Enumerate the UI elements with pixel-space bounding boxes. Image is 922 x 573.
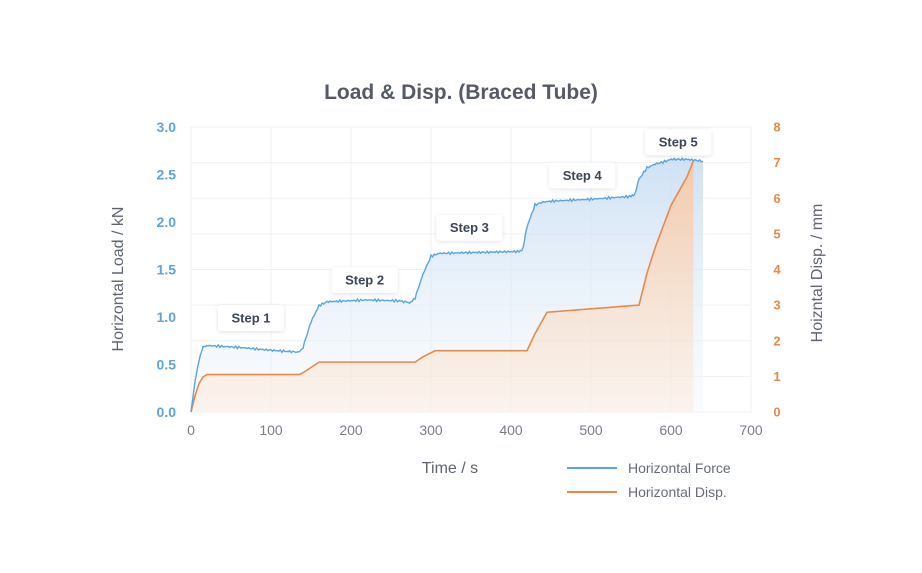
- right-tick-label: 5: [773, 226, 780, 241]
- right-tick-label: 2: [773, 333, 780, 348]
- left-tick-label: 1.5: [157, 262, 177, 278]
- disp-series-line: [190, 160, 695, 413]
- right-axis-title: Hoizntal Disp. / mm: [809, 204, 826, 343]
- step-label-box: [645, 129, 712, 156]
- left-tick-label: 0.0: [157, 404, 177, 420]
- x-axis-title: Time / s: [422, 460, 478, 477]
- step-label-text: Step 4: [563, 168, 603, 183]
- right-tick-label: 7: [773, 155, 780, 170]
- x-tick-label: 100: [259, 422, 283, 438]
- step-label-text: Step 2: [345, 272, 384, 287]
- legend-label-force: Horizontal Force: [628, 460, 731, 476]
- x-tick-label: 600: [659, 422, 683, 438]
- left-tick-label: 2.0: [157, 214, 177, 230]
- legend: Horizontal Force Horizontal Disp.: [567, 460, 731, 500]
- step-label-box: [218, 304, 284, 331]
- step-label-box: [331, 266, 398, 293]
- x-tick-label: 0: [187, 422, 195, 438]
- right-tick-label: 1: [773, 369, 780, 384]
- legend-label-disp: Horizontal Disp.: [628, 484, 727, 500]
- right-tick-label: 3: [773, 298, 780, 313]
- step-label-text: Step 3: [450, 220, 489, 235]
- left-axis-title: Horizontal Load / kN: [110, 207, 127, 352]
- step-label-2: Step 2: [331, 266, 398, 293]
- x-tick-label: 700: [739, 422, 763, 438]
- step-label-5: Step 5: [645, 129, 712, 156]
- right-tick-label: 6: [773, 191, 780, 206]
- x-tick-label: 200: [339, 422, 363, 438]
- step-label-text: Step 5: [659, 135, 698, 150]
- left-tick-label: 2.5: [157, 167, 177, 183]
- step-label-text: Step 1: [231, 310, 270, 325]
- x-tick-label: 300: [419, 422, 443, 438]
- x-axis-ticks: 0 100 200 300 400 500 600 700: [187, 422, 763, 438]
- disp-area: [191, 160, 694, 412]
- right-tick-label: 0: [773, 405, 780, 420]
- step-label-4: Step 4: [549, 162, 616, 189]
- x-tick-label: 400: [499, 422, 523, 438]
- x-tick-label: 500: [579, 422, 603, 438]
- right-axis-ticks: 0 1 2 3 4 5 6 7 8: [773, 120, 781, 420]
- left-tick-label: 3.0: [157, 119, 177, 135]
- step-label-1: Step 1: [218, 304, 284, 331]
- step-label-box: [436, 214, 503, 241]
- step-label-box: [549, 162, 616, 189]
- chart-title: Load & Disp. (Braced Tube): [324, 81, 598, 104]
- step-label-3: Step 3: [436, 214, 503, 241]
- right-tick-label: 8: [773, 120, 780, 135]
- step-annotations: Step 1 Step 2 Step 3 Step 4 Step 5: [218, 129, 712, 331]
- force-series-line: [190, 157, 704, 413]
- right-tick-label: 4: [773, 262, 781, 277]
- left-tick-label: 0.5: [157, 357, 177, 373]
- left-tick-label: 1.0: [157, 309, 177, 325]
- left-axis-ticks: 0.0 0.5 1.0 1.5 2.0 2.5 3.0: [157, 119, 177, 420]
